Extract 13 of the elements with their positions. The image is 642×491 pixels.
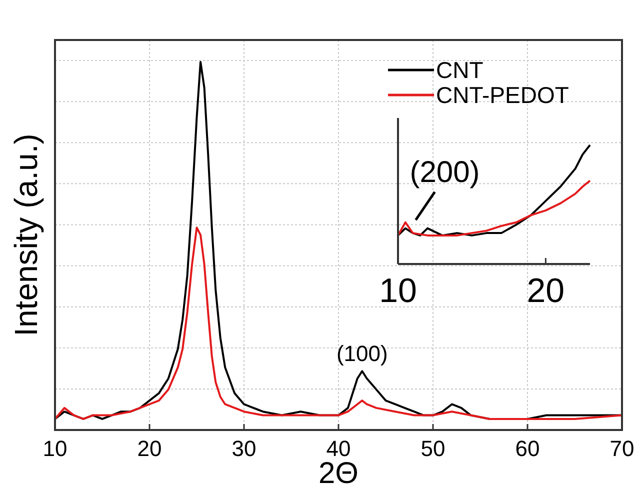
x-tick-label: 20 bbox=[137, 436, 162, 461]
x-tick-label: 10 bbox=[42, 436, 68, 461]
x-tick-label: 10 bbox=[379, 272, 417, 310]
y-axis-title: Intensity (a.u.) bbox=[8, 134, 44, 336]
annotation: (200) bbox=[410, 156, 480, 189]
x-tick-label: 50 bbox=[420, 436, 446, 461]
x-tick-label: 20 bbox=[526, 272, 565, 310]
x-tick-label: 60 bbox=[515, 436, 540, 461]
x-tick-label: 70 bbox=[610, 436, 634, 461]
legend-label: CNT bbox=[436, 57, 484, 83]
legend-label: CNT-PEDOT bbox=[436, 82, 569, 108]
annotation: (100) bbox=[336, 341, 388, 366]
x-tick-label: 30 bbox=[232, 436, 256, 461]
